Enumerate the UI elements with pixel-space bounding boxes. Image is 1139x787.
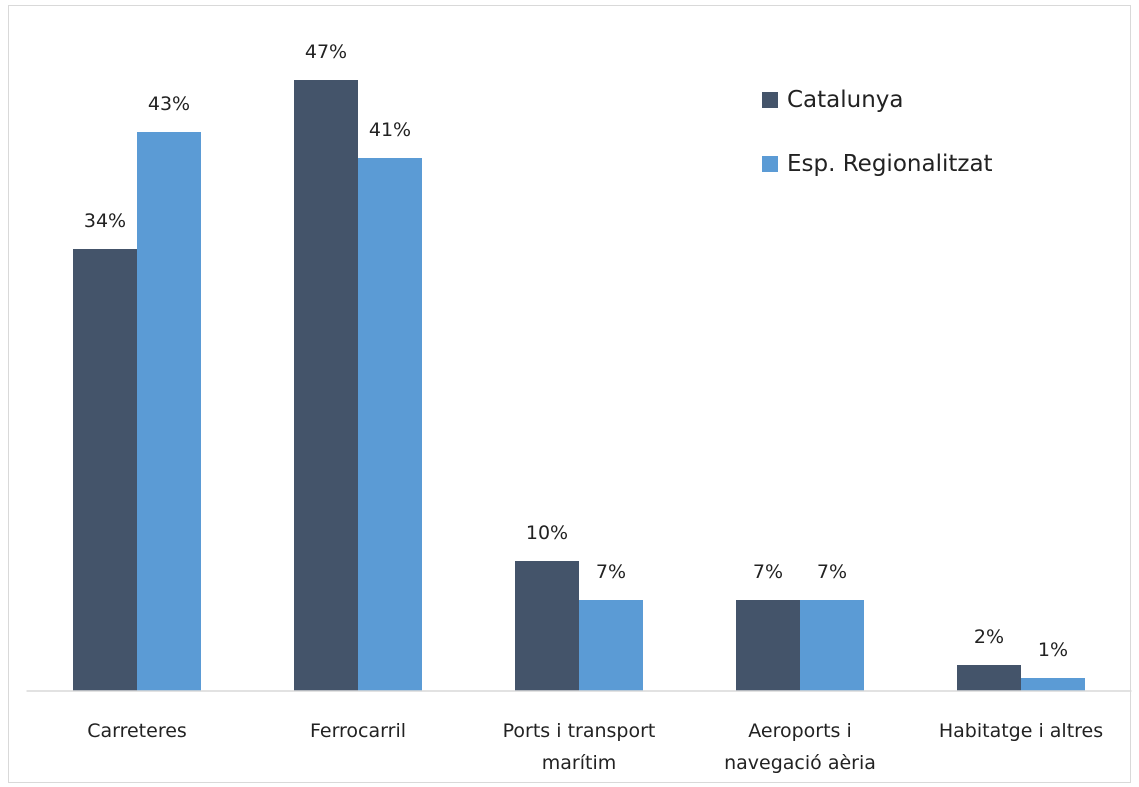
bar <box>800 600 864 691</box>
data-label: 43% <box>148 93 190 115</box>
legend-swatch <box>762 92 778 108</box>
bar <box>957 665 1021 691</box>
data-label: 34% <box>84 210 126 232</box>
data-label: 2% <box>974 626 1004 648</box>
data-label: 7% <box>817 561 847 583</box>
chart-frame <box>8 5 1131 783</box>
legend-label: Catalunya <box>787 87 904 113</box>
x-tick-label: Ports i transport marítim <box>502 720 656 774</box>
bar <box>294 80 358 691</box>
data-label: 7% <box>596 561 626 583</box>
bar <box>579 600 643 691</box>
x-tick-label: Aeroports i navegació aèria <box>724 720 876 774</box>
data-label: 7% <box>753 561 783 583</box>
x-tick-label: Habitatge i altres <box>938 720 1104 742</box>
x-tick-label: Ferrocarril <box>309 720 406 742</box>
bar <box>736 600 800 691</box>
data-label: 10% <box>526 522 568 544</box>
data-label: 41% <box>369 119 411 141</box>
bar <box>73 249 137 691</box>
bar <box>1021 678 1085 691</box>
legend-swatch <box>762 156 778 172</box>
x-tick-label: Carreteres <box>87 720 187 742</box>
legend-label: Esp. Regionalitzat <box>787 151 993 177</box>
data-label: 1% <box>1038 639 1068 661</box>
bar <box>515 561 579 691</box>
data-label: 47% <box>305 41 347 63</box>
bar <box>358 158 422 691</box>
bar <box>137 132 201 691</box>
